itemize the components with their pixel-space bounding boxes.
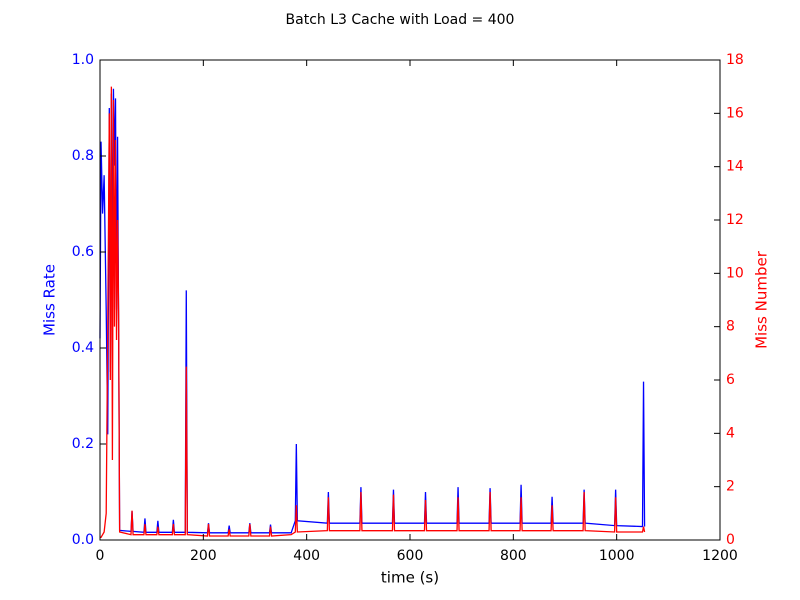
y2-tick-label: 18: [726, 52, 744, 68]
x-axis-label: time (s): [381, 569, 439, 587]
x-tick-label: 400: [293, 548, 320, 564]
y-axis-label: Miss Rate: [41, 264, 59, 336]
chart-title: Batch L3 Cache with Load = 400: [286, 12, 515, 28]
y-tick-label: 0.2: [72, 436, 94, 452]
data-line: [100, 86, 646, 538]
y2-tick-label: 6: [726, 372, 735, 388]
y2-tick-label: 0: [726, 532, 735, 548]
y-tick-label: 0.8: [72, 148, 94, 164]
x-tick-label: 0: [96, 548, 105, 564]
y2-axis-label: Miss Number: [753, 250, 771, 349]
y2-tick-label: 2: [726, 479, 735, 495]
y2-tick-label: 16: [726, 105, 744, 121]
y2-tick-label: 14: [726, 159, 744, 175]
x-tick-label: 200: [190, 548, 217, 564]
x-tick-label: 1200: [702, 548, 738, 564]
y-tick-label: 0.4: [72, 340, 94, 356]
y2-tick-label: 12: [726, 212, 744, 228]
y2-tick-label: 4: [726, 425, 735, 441]
y-tick-label: 0.0: [72, 532, 94, 548]
y-tick-label: 0.6: [72, 244, 94, 260]
y-tick-label: 1.0: [72, 52, 94, 68]
x-tick-label: 800: [500, 548, 527, 564]
y2-tick-label: 8: [726, 319, 735, 335]
x-tick-label: 600: [397, 548, 424, 564]
x-tick-label: 1000: [599, 548, 635, 564]
y2-tick-label: 10: [726, 265, 744, 281]
